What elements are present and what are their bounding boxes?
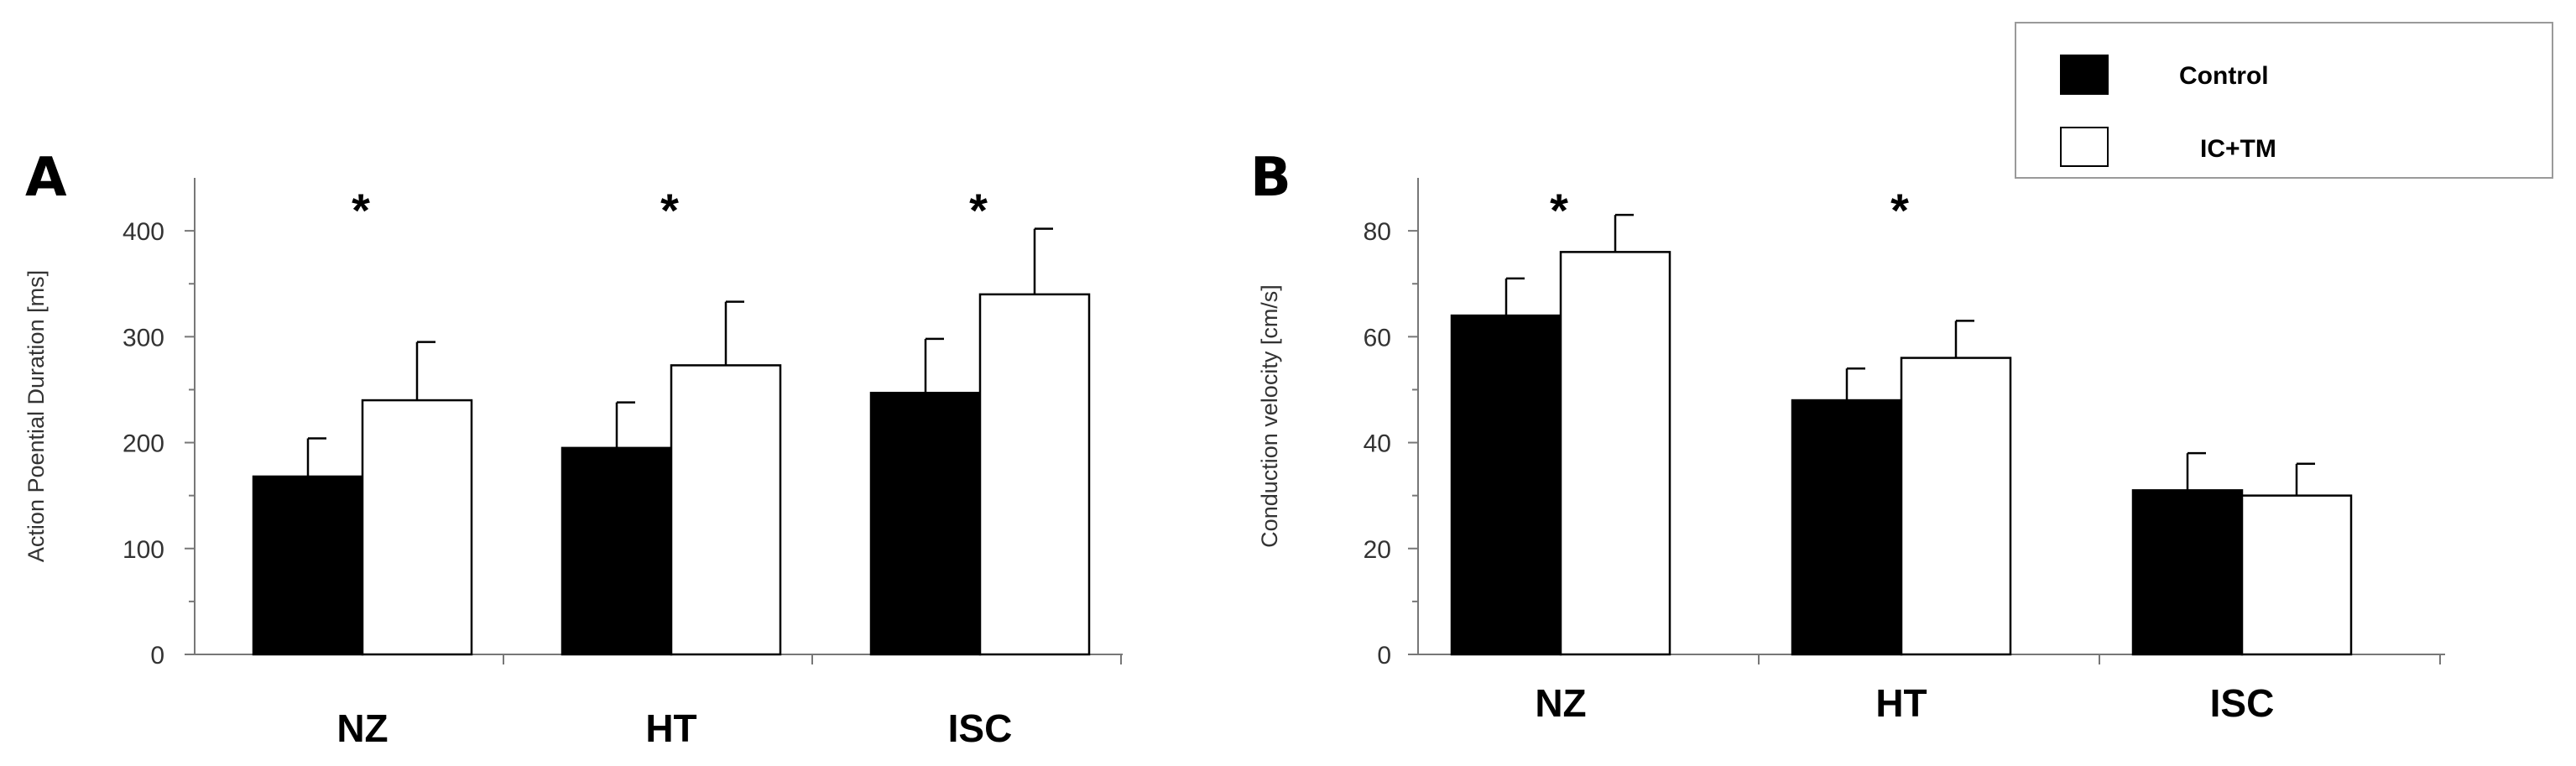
y-tick-label: 200: [123, 430, 164, 458]
y-tick-label: 80: [1364, 218, 1391, 246]
y-tick-label: 300: [123, 324, 164, 352]
legend-label-ictm: IC+TM: [2200, 135, 2276, 163]
bar-ictm: [361, 399, 473, 656]
y-axis-title: Conduction velocity [cm/s]: [1257, 284, 1282, 548]
panel-a-chart: A Action Poential Duration [ms] 0 100 200 300…: [23, 147, 1123, 750]
significance-star: *: [969, 184, 988, 237]
bar-ictm: [1900, 357, 2012, 656]
y-tick-label: 400: [123, 218, 164, 246]
significance-star: *: [1550, 184, 1568, 237]
bar-ictm: [978, 293, 1091, 656]
bar-control: [869, 391, 982, 656]
category-label: HT: [1875, 681, 1927, 725]
significance-star: *: [660, 184, 679, 237]
bar-ictm: [670, 364, 782, 656]
legend-swatch-control: [2060, 55, 2109, 95]
y-tick-label: 0: [1377, 642, 1391, 670]
significance-star: *: [1890, 184, 1909, 237]
bar-ictm: [2240, 494, 2353, 656]
panel-b-chart: B Conduction velocity [cm/s] 0 20 40 60 80 NZ * H…: [1250, 147, 2445, 725]
significance-star: *: [352, 184, 370, 237]
legend-swatch-ictm: [2060, 127, 2109, 167]
panel-letter: B: [1250, 147, 1291, 209]
category-label: ISC: [2210, 681, 2275, 725]
legend-label-control: Control: [2179, 62, 2269, 90]
bar-ictm: [1559, 251, 1671, 656]
y-tick-label: 20: [1364, 536, 1391, 564]
legend: Control IC+TM: [2015, 22, 2553, 179]
y-tick-label: 100: [123, 536, 164, 564]
y-tick-label: 0: [150, 642, 164, 670]
category-label: NZ: [1535, 681, 1586, 725]
panel-letter: A: [25, 147, 67, 209]
bar-control: [252, 475, 364, 656]
y-tick-label: 60: [1364, 324, 1391, 352]
category-label: ISC: [948, 706, 1013, 750]
bar-control: [2131, 489, 2244, 656]
category-label: NZ: [336, 706, 388, 750]
bar-control: [561, 446, 673, 656]
bar-control: [1791, 399, 1903, 656]
y-tick-label: 40: [1364, 430, 1391, 458]
bar-control: [1450, 314, 1562, 656]
category-label: HT: [645, 706, 696, 750]
y-axis-title: Action Poential Duration [ms]: [23, 270, 49, 562]
